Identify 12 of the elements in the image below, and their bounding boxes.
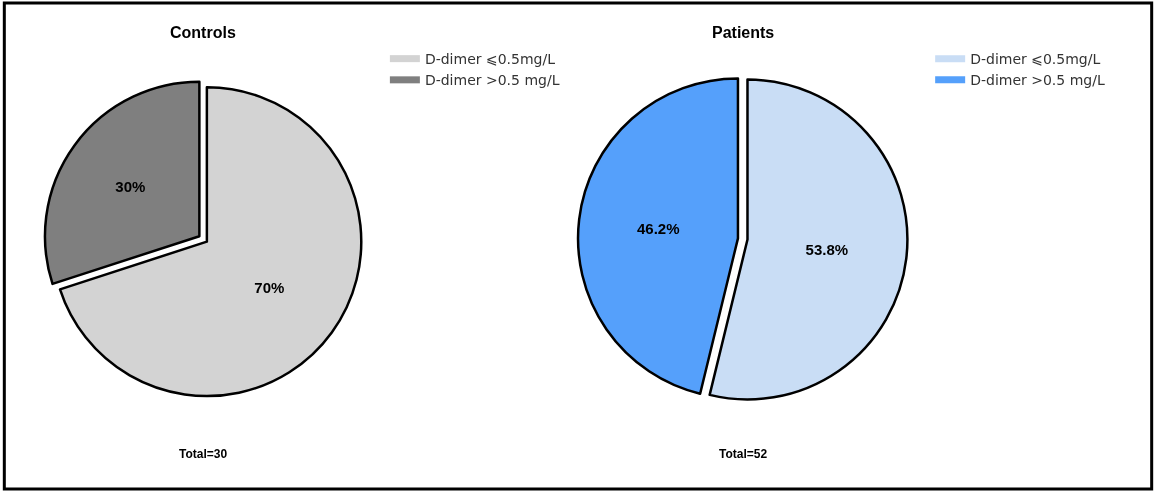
text: Total=52 [719,447,768,461]
legend-label: D-dimer >0.5 mg/L [970,72,1105,89]
data-label: 30% [115,177,146,195]
data-label: 70% [254,278,285,296]
chart-title: Controls [170,24,236,41]
chart-title: Patients [712,24,775,41]
text: Total=30 [179,447,228,461]
legend-label: D-dimer >0.5 mg/L [424,72,560,89]
legend-label: D-dimer ⩽0.5mg/L [970,51,1101,68]
data-label: 46.2% [637,220,680,238]
data-label: 53.8% [805,240,849,258]
legend-label: D-dimer ⩽0.5mg/L [424,51,556,68]
